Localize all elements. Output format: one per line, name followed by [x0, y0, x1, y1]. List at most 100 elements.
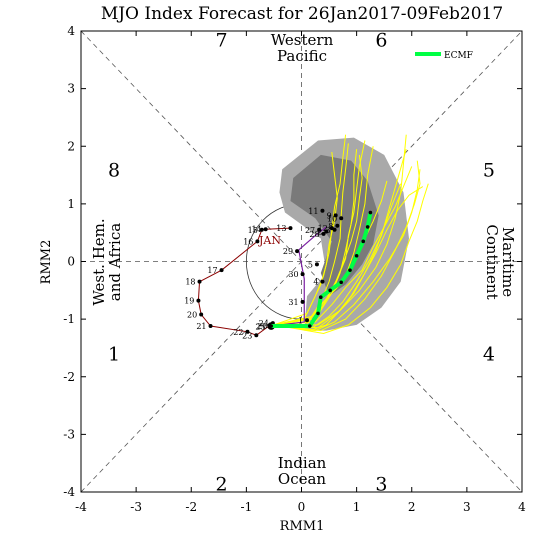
phase-label-6: 6: [375, 30, 387, 52]
analysis-day-30: 30: [288, 270, 298, 279]
x-tick-label--4: -4: [75, 500, 87, 514]
observed-day-26: 26: [257, 322, 267, 331]
analysis-day-31: 31: [288, 298, 298, 307]
analysis-day-5: 5: [308, 260, 313, 269]
ensemble-member-8: [273, 160, 421, 332]
x-tick-label--3: -3: [130, 500, 142, 514]
ensemble-member-14: [273, 151, 338, 326]
ensemble-mean-point-9: [361, 239, 366, 244]
observed-day-15: 15: [248, 226, 258, 235]
analysis-point-10: [339, 216, 344, 221]
ensemble-mean-point-5: [328, 288, 332, 293]
ensemble-mean-point-1: [269, 324, 273, 328]
observed-day-18: 18: [185, 278, 195, 287]
analysis-day-3: 3: [325, 226, 330, 235]
x-tick-label-4: 4: [518, 500, 526, 514]
y-tick-label--4: -4: [63, 485, 75, 499]
ensemble-mean-track: [269, 210, 373, 329]
y-tick-label-2: 2: [67, 139, 75, 153]
phase-label-2: 2: [216, 473, 228, 495]
observed-day-19: 19: [184, 297, 194, 306]
analysis-point-27: [317, 227, 322, 232]
observed-day-25: 25: [255, 323, 265, 332]
analysis-day-28: 28: [309, 230, 319, 239]
x-axis-label: RMM1: [280, 519, 325, 534]
analysis-point-5: [314, 262, 319, 267]
phase-label-8: 8: [108, 159, 120, 181]
observed-point-19: [196, 298, 201, 303]
ensemble-member-4: [273, 143, 349, 326]
observed-day-24: 24: [259, 319, 269, 328]
ensemble-spread: [279, 137, 409, 331]
observed-point-16: [255, 239, 260, 244]
analysis-link-line: [271, 226, 327, 327]
x-tick-label--1: -1: [241, 500, 253, 514]
observed-day-13: 13: [276, 224, 286, 233]
observed-day-23: 23: [242, 331, 252, 340]
observed-point-21: [208, 324, 213, 329]
region-left-line2: and Africa: [106, 223, 124, 301]
observed-point-14: [263, 227, 268, 232]
analysis-point-28: [321, 231, 326, 236]
analysis-day-4: 4: [313, 278, 318, 287]
region-top-line2: Pacific: [277, 47, 327, 65]
ensemble-mean-point-10: [365, 225, 370, 229]
observed-day-22: 22: [233, 328, 243, 337]
phase-label-1: 1: [108, 344, 120, 366]
y-tick-label--2: -2: [63, 370, 75, 384]
region-left-line1: West. Hem.: [90, 218, 108, 305]
observed-point-22: [245, 329, 250, 334]
ensemble-member-15: [273, 183, 429, 335]
analysis-point-11: [320, 208, 325, 213]
observed-day-16: 16: [243, 237, 253, 246]
phase-label-7: 7: [216, 30, 228, 52]
analysis-point-8: [335, 223, 340, 228]
chart-title: MJO Index Forecast for 26Jan2017-09Feb20…: [101, 4, 503, 24]
month-label: JAN: [258, 234, 281, 247]
y-tick-label-0: 0: [67, 255, 75, 269]
ensemble-member-10: [273, 166, 413, 326]
ensemble-member-3: [273, 169, 421, 332]
x-axis-ticks: -4 -3 -2 -1 0 1 2 3 4: [75, 31, 526, 514]
analysis-day-9: 9: [327, 211, 332, 220]
observed-point-15: [259, 227, 264, 232]
legend-label-ecmf: ECMF: [444, 51, 473, 61]
y-tick-label--3: -3: [63, 427, 75, 441]
phase-label-3: 3: [375, 473, 387, 495]
x-tick-label-0: 0: [298, 500, 306, 514]
analysis-day-29: 29: [283, 247, 293, 256]
region-right-line1: Maritime: [499, 227, 517, 297]
y-tick-label-3: 3: [67, 82, 75, 96]
region-bottom-line1: Indian: [278, 454, 327, 472]
observed-point-18: [197, 279, 202, 284]
analysis-day-10: 10: [327, 214, 337, 223]
analysis-day-8: 8: [328, 222, 333, 231]
legend: ECMF: [415, 51, 473, 61]
ensemble-mean-point-2: [307, 324, 312, 328]
ensemble-mean-point-4: [318, 295, 323, 300]
analysis-day-27: 27: [305, 226, 315, 235]
x-tick-label-1: 1: [353, 500, 361, 514]
ensemble-mean-point-11: [368, 210, 373, 215]
region-labels: Western Pacific Indian Ocean West. Hem. …: [90, 31, 517, 488]
observed-day-20: 20: [187, 311, 197, 320]
observed-point-23: [254, 333, 259, 338]
ensemble-mean-point-6: [339, 280, 343, 285]
ensemble-member-13: [273, 186, 424, 329]
observed-day-17: 17: [207, 266, 217, 275]
y-tick-label-4: 4: [67, 24, 75, 38]
observed-day-14: 14: [251, 225, 261, 234]
observed-point-13: [288, 226, 293, 231]
observed-day-21: 21: [196, 322, 206, 331]
region-bottom-line2: Ocean: [278, 470, 327, 488]
analysis-day-12: 12: [318, 224, 328, 233]
phase-label-5: 5: [483, 159, 495, 181]
y-axis-label: RMM2: [39, 240, 54, 285]
region-top-line1: Western: [271, 31, 334, 49]
x-tick-label-3: 3: [463, 500, 471, 514]
y-tick-label--1: -1: [63, 312, 75, 326]
